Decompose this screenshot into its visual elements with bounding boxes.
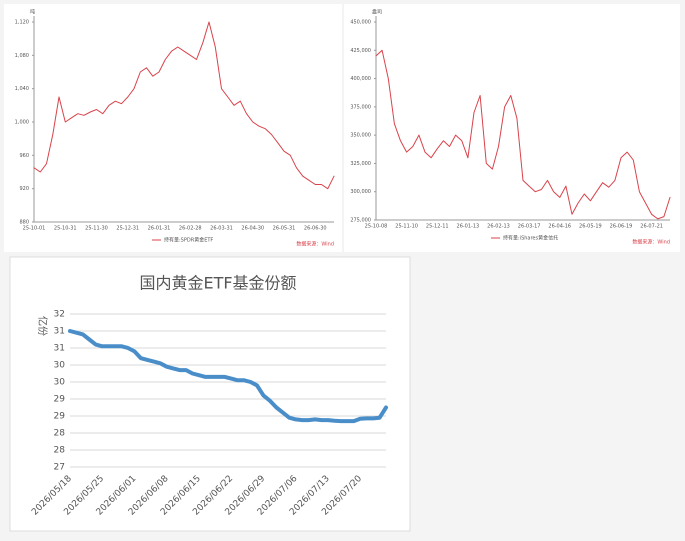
y-tick-label: 1,000	[15, 120, 29, 126]
x-tick-label: 26-06-19	[610, 224, 633, 230]
y-axis-label: 亿份	[36, 316, 49, 336]
y-axis-label: 吨	[30, 9, 35, 16]
y-tick-label: 28	[54, 429, 66, 439]
y-tick-label: 32	[54, 310, 65, 320]
source-note: 数据来源：Wind	[632, 239, 670, 246]
y-tick-label: 450,000	[350, 20, 371, 26]
x-tick-label: 26-07-21	[640, 224, 663, 230]
x-tick-label: 25-12-11	[426, 224, 449, 230]
y-tick-label: 30	[54, 378, 66, 388]
x-tick-label: 26-05-19	[579, 224, 602, 230]
x-tick-label: 26-02-13	[487, 224, 510, 230]
x-tick-label: 26-02-28	[179, 226, 202, 232]
y-tick-label: 1,120	[15, 20, 29, 26]
y-tick-label: 275,000	[350, 218, 371, 224]
y-tick-label: 400,000	[350, 76, 371, 82]
y-tick-label: 29	[54, 395, 66, 405]
y-tick-label: 27	[54, 463, 65, 473]
chart-title: 国内黄金ETF基金份额	[139, 274, 296, 293]
x-tick-label: 25-11-10	[395, 224, 418, 230]
x-tick-label: 26-01-31	[148, 226, 171, 232]
x-tick-label: 25-11-30	[85, 226, 108, 232]
y-tick-label: 31	[54, 344, 65, 354]
source-note: 数据来源：Wind	[296, 241, 334, 248]
x-tick-label: 26-05-31	[273, 226, 296, 232]
y-tick-label: 1,040	[15, 86, 29, 92]
card	[4, 4, 342, 252]
x-tick-label: 25-12-31	[116, 226, 139, 232]
y-tick-label: 920	[19, 186, 29, 192]
y-tick-label: 30	[54, 361, 66, 371]
y-tick-label: 375,000	[350, 104, 371, 110]
y-tick-label: 425,000	[350, 48, 371, 54]
data-line	[33, 21, 335, 190]
y-axis-label: 盎司	[372, 9, 382, 16]
y-tick-label: 29	[54, 412, 66, 422]
legend-label: 持有量:iShares黄金信托	[503, 235, 558, 242]
y-tick-label: 350,000	[350, 133, 371, 139]
x-tick-label: 26-01-13	[457, 224, 480, 230]
y-tick-label: 1,080	[15, 53, 29, 59]
y-tick-label: 300,000	[350, 189, 371, 195]
y-tick-label: 28	[54, 446, 66, 456]
card	[9, 256, 411, 532]
y-tick-label: 880	[19, 220, 29, 226]
x-tick-label: 25-10-08	[365, 224, 388, 230]
x-tick-label: 26-03-17	[518, 224, 541, 230]
data-line	[68, 329, 388, 424]
x-tick-label: 26-06-30	[304, 226, 327, 232]
y-tick-label: 960	[19, 153, 29, 159]
x-tick-label: 26-03-31	[210, 226, 233, 232]
y-tick-label: 31	[54, 327, 65, 337]
x-tick-label: 26-04-16	[548, 224, 571, 230]
x-tick-label: 25-10-31	[54, 226, 77, 232]
card	[344, 4, 680, 252]
x-tick-label: 25-10-01	[23, 226, 46, 232]
x-tick-label: 26-04-30	[241, 226, 264, 232]
data-line	[375, 49, 671, 220]
y-tick-label: 325,000	[350, 161, 371, 167]
legend-label: 持有量:SPDR黄金ETF	[164, 237, 213, 244]
